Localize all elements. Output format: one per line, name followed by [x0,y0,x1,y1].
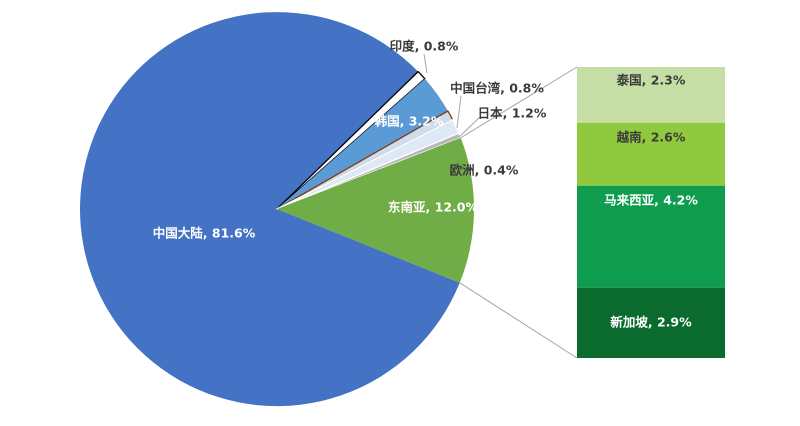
pie-slice-india [276,70,426,210]
bar-label-vietnam: 越南, 2.6% [616,130,686,145]
pie [80,12,475,407]
pie-label-china-mainland: 中国大陆, 81.6% [153,226,256,241]
bar-segment-malaysia [577,185,725,288]
bar-segment-vietnam [577,122,725,186]
pie-label-taiwan-china: 中国台湾, 0.8% [450,81,544,96]
bar-label-singapore: 新加坡, 2.9% [610,315,692,330]
pie-slice-china-mainland [80,12,460,407]
bar-segment-thailand [577,67,725,123]
leader-line-japan [458,115,482,138]
connector-line-bottom [459,282,578,359]
series-connector-lines [459,66,578,359]
bar-label-malaysia: 马来西亚, 4.2% [604,193,698,208]
pie-slice-southeast-asia [277,137,475,283]
leader-line-taiwan-china [456,95,462,129]
pie-slice-south-korea [277,78,448,209]
bar-segment-singapore [577,287,725,358]
bar-label-thailand: 泰国, 2.3% [616,73,686,88]
bar-data-labels: 泰国, 2.3% 越南, 2.6% 马来西亚, 4.2% 新加坡, 2.9% [604,73,698,330]
pie-label-japan: 日本, 1.2% [478,106,547,121]
connector-line-top [460,66,578,139]
leader-line-india [423,53,428,74]
label-leader-lines [423,53,482,138]
pie-label-india: 印度, 0.8% [390,39,459,54]
pie-label-europe: 欧洲, 0.4% [450,163,519,178]
breakout-bar [577,67,725,358]
pie-data-labels: 中国大陆, 81.6% 印度, 0.8% 韩国, 3.2% 中国台湾, 0.8% 日本,… [153,39,547,241]
pie-label-southeast-asia: 东南亚, 12.0% [388,200,478,215]
pie-label-south-korea: 韩国, 3.2% [375,114,444,129]
